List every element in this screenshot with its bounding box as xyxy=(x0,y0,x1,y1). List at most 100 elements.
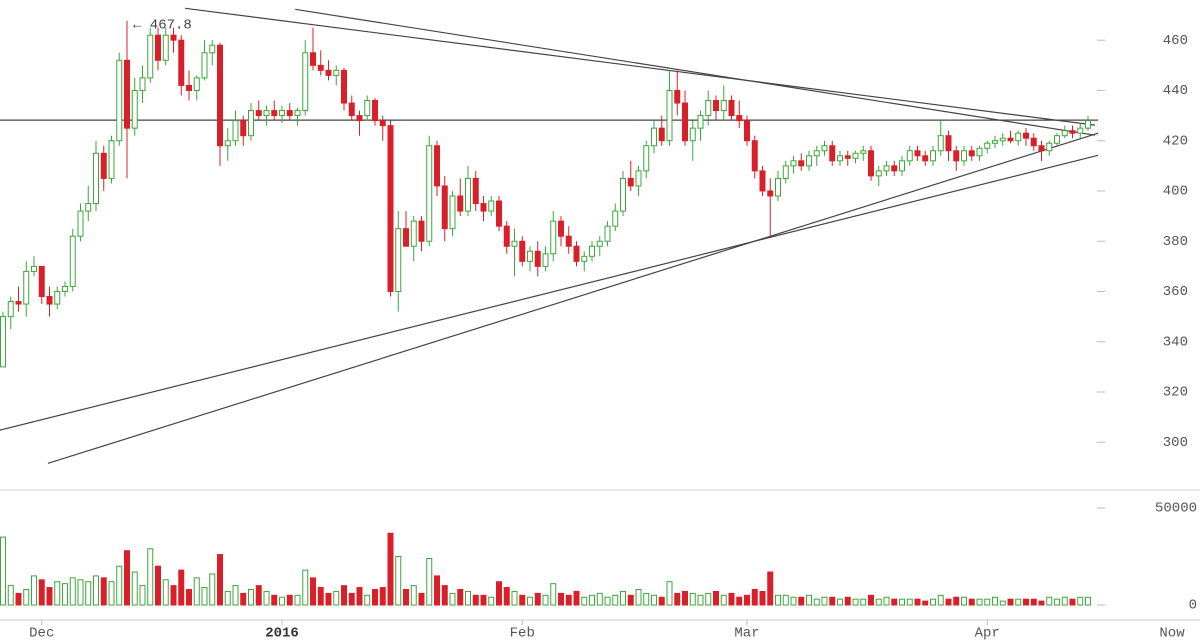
candle-body xyxy=(620,177,626,212)
candle-body xyxy=(581,255,588,262)
candle-body xyxy=(542,253,549,267)
volume-bar xyxy=(263,590,270,606)
candle-body xyxy=(348,102,355,117)
candle-body xyxy=(1030,137,1037,147)
candle-body xyxy=(573,245,580,262)
candle-body xyxy=(751,140,758,172)
candle-body xyxy=(255,110,262,117)
candle-body xyxy=(426,145,433,242)
candle-body xyxy=(465,177,471,212)
volume-bar xyxy=(674,592,681,606)
volume-bar xyxy=(488,596,495,606)
candle-body xyxy=(224,140,231,147)
volume-bar xyxy=(1069,598,1076,606)
volume-bar xyxy=(279,596,285,606)
candle-body xyxy=(15,301,22,305)
volume-bar xyxy=(69,577,76,606)
volume-bar xyxy=(155,565,161,606)
candle-body xyxy=(697,115,704,129)
candle-body xyxy=(976,147,983,157)
volume-bar xyxy=(589,594,595,606)
candle-body xyxy=(550,220,557,255)
candle-body xyxy=(403,228,409,247)
volume-bar xyxy=(744,594,750,606)
volume-bar xyxy=(348,592,355,606)
candle-body xyxy=(813,150,820,157)
candle-body xyxy=(527,250,533,262)
candle-body xyxy=(248,110,254,137)
candle-body xyxy=(124,59,130,129)
candle-body xyxy=(193,77,200,91)
candle-body xyxy=(457,195,464,212)
volume-bar xyxy=(844,596,851,606)
candle-body xyxy=(953,150,960,162)
volume-bar xyxy=(604,596,611,606)
y-tick-label: 460 xyxy=(1163,33,1188,49)
candle-body xyxy=(604,225,611,242)
candle-body xyxy=(682,102,688,142)
volume-bar xyxy=(534,592,541,606)
candle-body xyxy=(945,135,952,152)
volume-bar xyxy=(790,596,797,606)
volume-bar xyxy=(558,592,564,606)
volume-bar xyxy=(116,565,123,606)
candle-body xyxy=(496,200,502,227)
volume-bar xyxy=(1054,598,1060,606)
candle-body xyxy=(798,160,805,167)
y-tick-label: 300 xyxy=(1163,435,1188,451)
volume-bar xyxy=(77,579,84,606)
volume-bar xyxy=(968,598,975,606)
volume-bar xyxy=(736,596,743,606)
volume-bar xyxy=(449,592,456,606)
candle-body xyxy=(937,135,944,152)
volume-bar xyxy=(46,587,53,606)
volume-bar xyxy=(1038,600,1045,606)
candle-body xyxy=(968,150,975,157)
candle-body xyxy=(759,170,766,192)
candle-body xyxy=(1007,137,1014,142)
volume-bar xyxy=(1030,598,1037,606)
candle-body xyxy=(744,120,750,142)
candle-body xyxy=(612,210,619,227)
candle-body xyxy=(46,296,53,305)
candle-body xyxy=(689,127,696,142)
candle-body xyxy=(147,34,154,79)
volume-bar xyxy=(302,569,309,606)
candle-body xyxy=(209,44,216,54)
candle-body xyxy=(829,145,836,162)
candle-body xyxy=(1046,142,1053,152)
volume-bar xyxy=(875,598,882,606)
volume-bar xyxy=(728,592,735,606)
volume-bar xyxy=(317,587,324,606)
candle-body xyxy=(155,34,161,61)
volume-bar xyxy=(914,598,921,606)
volume-bar xyxy=(899,598,905,606)
volume-bar xyxy=(108,581,115,606)
candle-body xyxy=(767,190,774,197)
volume-bar xyxy=(294,594,301,606)
volume-bar xyxy=(248,588,254,606)
volume-bar xyxy=(255,585,262,606)
volume-bar xyxy=(550,583,557,606)
y-tick-label: 340 xyxy=(1163,334,1188,350)
candle-body xyxy=(914,150,921,157)
candle-body xyxy=(310,52,316,66)
volume-bar xyxy=(627,594,634,606)
candle-body xyxy=(62,285,68,292)
volume-bar xyxy=(1085,596,1091,606)
volume-bar xyxy=(542,594,549,606)
volume-bar xyxy=(658,596,665,606)
volume-bar xyxy=(472,594,479,606)
candle-body xyxy=(1077,127,1084,134)
volume-bar xyxy=(852,598,859,606)
candle-body xyxy=(891,165,898,172)
y-tick-label: 360 xyxy=(1163,284,1188,300)
candle-body xyxy=(395,228,402,292)
candle-body xyxy=(317,64,324,71)
candle-body xyxy=(519,240,526,262)
volume-bar xyxy=(124,550,130,606)
candle-body xyxy=(333,69,340,76)
candle-body xyxy=(503,225,510,247)
candle-body xyxy=(178,39,185,86)
volume-bar xyxy=(356,587,363,606)
